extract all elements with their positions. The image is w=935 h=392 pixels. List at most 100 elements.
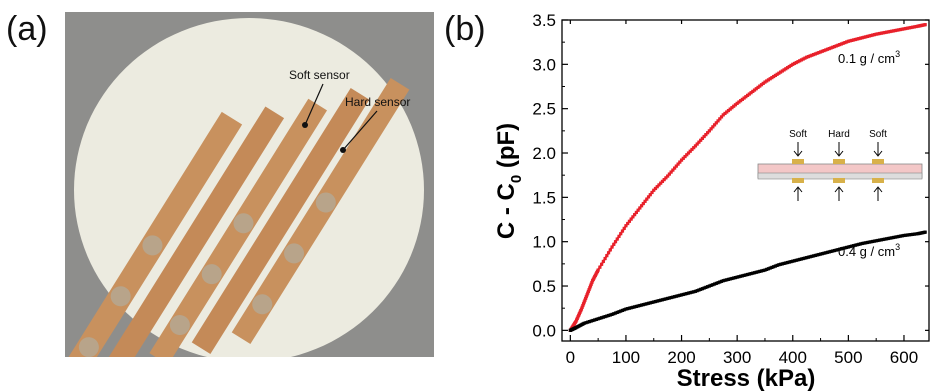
data-point [881, 31, 885, 35]
data-point [631, 215, 635, 219]
data-point [638, 303, 642, 308]
data-point [646, 301, 651, 305]
data-point [693, 144, 698, 148]
data-point [883, 30, 887, 35]
y-tick-label: 0.5 [532, 277, 556, 296]
data-point [839, 247, 844, 251]
data-point [584, 321, 588, 325]
inset-arrow-down [793, 142, 803, 157]
data-point [791, 62, 795, 66]
panel-label-a: (a) [6, 10, 48, 48]
data-point [751, 89, 755, 93]
data-point [845, 40, 849, 44]
data-point [723, 111, 727, 116]
data-point [712, 123, 717, 127]
data-point [706, 285, 710, 289]
inset-arrow-up [873, 186, 883, 201]
inset-label-soft-1: Soft [789, 129, 807, 140]
x-tick-label: 400 [779, 348, 807, 367]
data-point [775, 72, 779, 76]
data-point [711, 125, 715, 129]
data-point [874, 239, 878, 243]
y-axis-label: C - C0 (pF) [493, 123, 525, 239]
data-point [662, 178, 666, 182]
data-point [590, 280, 594, 285]
data-point [586, 291, 590, 295]
data-point [737, 100, 741, 104]
data-point [843, 246, 847, 250]
data-point [857, 37, 861, 41]
data-point [904, 233, 908, 237]
data-point [587, 320, 592, 324]
soft-sensor-annotation: Soft sensor [289, 68, 350, 82]
data-point [827, 250, 831, 254]
data-point [666, 296, 670, 301]
data-point [787, 64, 791, 69]
data-point [683, 154, 687, 159]
data-point [613, 240, 618, 244]
inset-arrow-down [873, 142, 883, 157]
x-tick-label: 600 [890, 348, 918, 367]
data-point [650, 190, 654, 195]
panel-label-b: (b) [444, 10, 486, 48]
data-point [893, 235, 897, 239]
data-point [660, 298, 665, 302]
data-point [898, 234, 903, 238]
data-point [779, 262, 783, 266]
data-point [718, 280, 722, 284]
data-point [860, 36, 864, 40]
data-point [785, 66, 790, 70]
data-point [789, 63, 793, 68]
data-point [591, 318, 595, 323]
x-tick-label: 500 [834, 348, 862, 367]
data-point [878, 238, 882, 242]
data-point [598, 265, 602, 269]
data-point [888, 29, 892, 34]
data-point [773, 264, 777, 268]
data-point [824, 251, 828, 255]
data-point [792, 61, 797, 66]
plot-frame [561, 19, 930, 342]
sensor-schematic-inset: Soft Hard Soft [757, 129, 923, 201]
data-point [645, 197, 649, 201]
data-point [759, 83, 764, 87]
data-point [799, 257, 804, 261]
data-point [742, 96, 746, 100]
data-point [881, 237, 885, 242]
data-point [765, 267, 769, 271]
data-point [707, 284, 711, 288]
inset-label-soft-2: Soft [869, 129, 887, 140]
data-point [871, 239, 875, 244]
series-label-low-density: 0.1 g / cm3 [838, 49, 900, 66]
series-high-density [568, 230, 927, 332]
data-point [582, 321, 586, 325]
data-point [756, 85, 760, 89]
data-point [653, 186, 658, 191]
data-point [712, 282, 717, 286]
data-point [582, 300, 586, 304]
data-point [693, 289, 698, 293]
data-point [874, 32, 878, 36]
data-point [704, 285, 708, 289]
data-point [664, 297, 668, 301]
data-point [784, 67, 788, 71]
data-point [885, 30, 889, 34]
data-point [600, 316, 604, 320]
data-point [867, 34, 871, 38]
data-point [733, 103, 738, 107]
data-point [659, 181, 663, 185]
data-point [803, 256, 807, 260]
data-point [619, 309, 623, 313]
data-point [624, 307, 628, 311]
data-point [772, 265, 776, 269]
data-point [815, 253, 819, 257]
data-point [890, 29, 894, 33]
data-point [641, 201, 645, 206]
data-point [695, 289, 699, 293]
data-point [744, 273, 748, 277]
data-point [589, 282, 593, 286]
data-point [848, 39, 852, 43]
data-point [893, 28, 897, 33]
data-point [650, 300, 654, 305]
data-point [801, 57, 805, 61]
